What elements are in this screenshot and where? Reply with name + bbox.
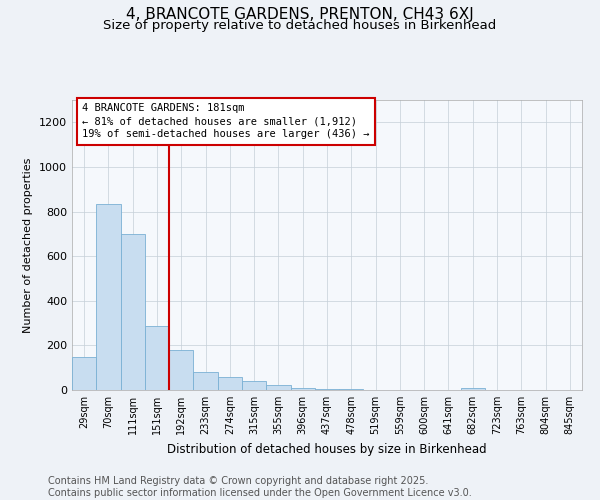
Bar xyxy=(315,389,339,390)
Bar xyxy=(290,388,315,390)
Bar xyxy=(242,380,266,390)
Text: 4 BRANCOTE GARDENS: 181sqm
← 81% of detached houses are smaller (1,912)
19% of s: 4 BRANCOTE GARDENS: 181sqm ← 81% of deta… xyxy=(82,103,370,140)
Bar xyxy=(145,326,169,390)
Bar xyxy=(169,350,193,390)
Text: Contains HM Land Registry data © Crown copyright and database right 2025.
Contai: Contains HM Land Registry data © Crown c… xyxy=(48,476,472,498)
Bar xyxy=(121,234,145,390)
Bar xyxy=(266,385,290,390)
Bar xyxy=(461,388,485,390)
Bar xyxy=(72,356,96,390)
Text: Size of property relative to detached houses in Birkenhead: Size of property relative to detached ho… xyxy=(103,19,497,32)
Text: 4, BRANCOTE GARDENS, PRENTON, CH43 6XJ: 4, BRANCOTE GARDENS, PRENTON, CH43 6XJ xyxy=(126,8,474,22)
X-axis label: Distribution of detached houses by size in Birkenhead: Distribution of detached houses by size … xyxy=(167,442,487,456)
Y-axis label: Number of detached properties: Number of detached properties xyxy=(23,158,34,332)
Bar xyxy=(96,204,121,390)
Bar xyxy=(193,372,218,390)
Bar xyxy=(218,378,242,390)
